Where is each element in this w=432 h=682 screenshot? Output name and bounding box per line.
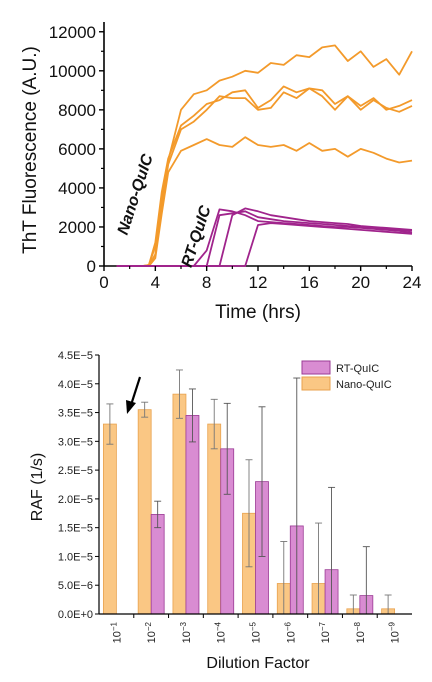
rt-quic-bar (150, 514, 165, 615)
y-tick-label: 4.5E−5 (58, 350, 93, 362)
x-tick-label: 0 (99, 273, 108, 292)
x-tick-label: 16 (300, 273, 319, 292)
x-tick-label: 24 (403, 273, 422, 292)
y-tick-label: 12000 (49, 23, 96, 42)
raf-bars (102, 369, 396, 615)
x-tick-label: 10−8 (353, 621, 367, 643)
y-tick-label: 8000 (58, 101, 96, 120)
y-tick-label: 4000 (58, 179, 96, 198)
x-tick-label: 10−3 (179, 621, 193, 643)
raf-axes (98, 355, 412, 615)
raf-legend: RT-QuIC Nano-QuIC (301, 360, 392, 391)
legend-label-nano-quic: Nano-QuIC (336, 379, 392, 391)
arrow-head (126, 400, 136, 414)
y-tick-label: 2.0E−5 (58, 494, 93, 506)
x-tick-label: 10−4 (214, 621, 228, 643)
raf-x-axis-title: Dilution Factor (206, 655, 310, 672)
x-tick-label: 10−1 (109, 621, 123, 643)
legend-swatch-rt-quic (301, 360, 331, 375)
rt-quic-annotation: RT-QuIC (179, 203, 215, 269)
nano-quic-bar (102, 423, 117, 615)
raf-y-axis-title: RAF (1/s) (29, 453, 46, 521)
x-tick-label: 10−2 (144, 621, 158, 643)
y-tick-label: 6000 (58, 140, 96, 159)
fluorescence-chart: 0 4 8 12 16 20 24 0 2000 4000 6000 8000 10000 12000 T… (20, 22, 421, 323)
x-tick-label: 10−6 (283, 621, 297, 643)
y-tick-label: 0.0E+0 (58, 609, 93, 621)
fluorescence-y-axis-title: ThT Fluorescence (A.U.) (20, 46, 41, 254)
y-tick-label: 1.5E−5 (58, 523, 93, 535)
arrow-marker (126, 376, 142, 414)
fluorescence-series-line (116, 222, 413, 267)
fluorescence-series-line (116, 85, 413, 267)
legend-label-rt-quic: RT-QuIC (336, 363, 379, 375)
raf-ticks: 10−1 10−2 10−3 10−4 10−5 10−6 10−7 10−8 10−9 0.0E… (58, 350, 402, 643)
x-tick-label: 10−7 (318, 621, 332, 643)
y-tick-label: 1.0E−5 (58, 551, 93, 563)
x-tick-label: 4 (151, 273, 160, 292)
fluorescence-series-line (116, 44, 413, 267)
y-tick-label: 10000 (49, 62, 96, 81)
y-tick-label: 5.0E−6 (58, 580, 93, 592)
fluorescence-x-axis-title: Time (hrs) (215, 302, 301, 323)
nano-quic-annotation: Nano-QuIC (115, 152, 157, 237)
arrow-shaft (129, 376, 142, 406)
y-tick-label: 2.5E−5 (58, 465, 93, 477)
nano-quic-bar (137, 409, 152, 615)
rt-quic-bar (185, 415, 200, 615)
fluorescence-series-line (116, 87, 413, 267)
nano-quic-bar (207, 423, 222, 615)
x-tick-label: 8 (202, 273, 211, 292)
x-tick-label: 20 (351, 273, 370, 292)
y-tick-label: 2000 (58, 218, 96, 237)
x-tick-label: 12 (249, 273, 268, 292)
y-tick-label: 3.0E−5 (58, 436, 93, 448)
x-tick-label: 10−9 (388, 621, 402, 643)
y-tick-label: 0 (87, 257, 96, 276)
legend-swatch-nano-quic (301, 376, 331, 391)
raf-bar-chart: 10−1 10−2 10−3 10−4 10−5 10−6 10−7 10−8 10−9 0.0E… (29, 350, 412, 672)
nano-quic-bar (172, 393, 187, 615)
fluorescence-ticks: 0 4 8 12 16 20 24 0 2000 4000 6000 8000 10000 12000 (49, 23, 422, 292)
y-tick-label: 3.5E−5 (58, 408, 93, 420)
y-tick-label: 4.0E−5 (58, 379, 93, 391)
fluorescence-series-line (116, 136, 413, 267)
fluorescence-series (116, 44, 413, 267)
x-tick-label: 10−5 (249, 621, 263, 643)
